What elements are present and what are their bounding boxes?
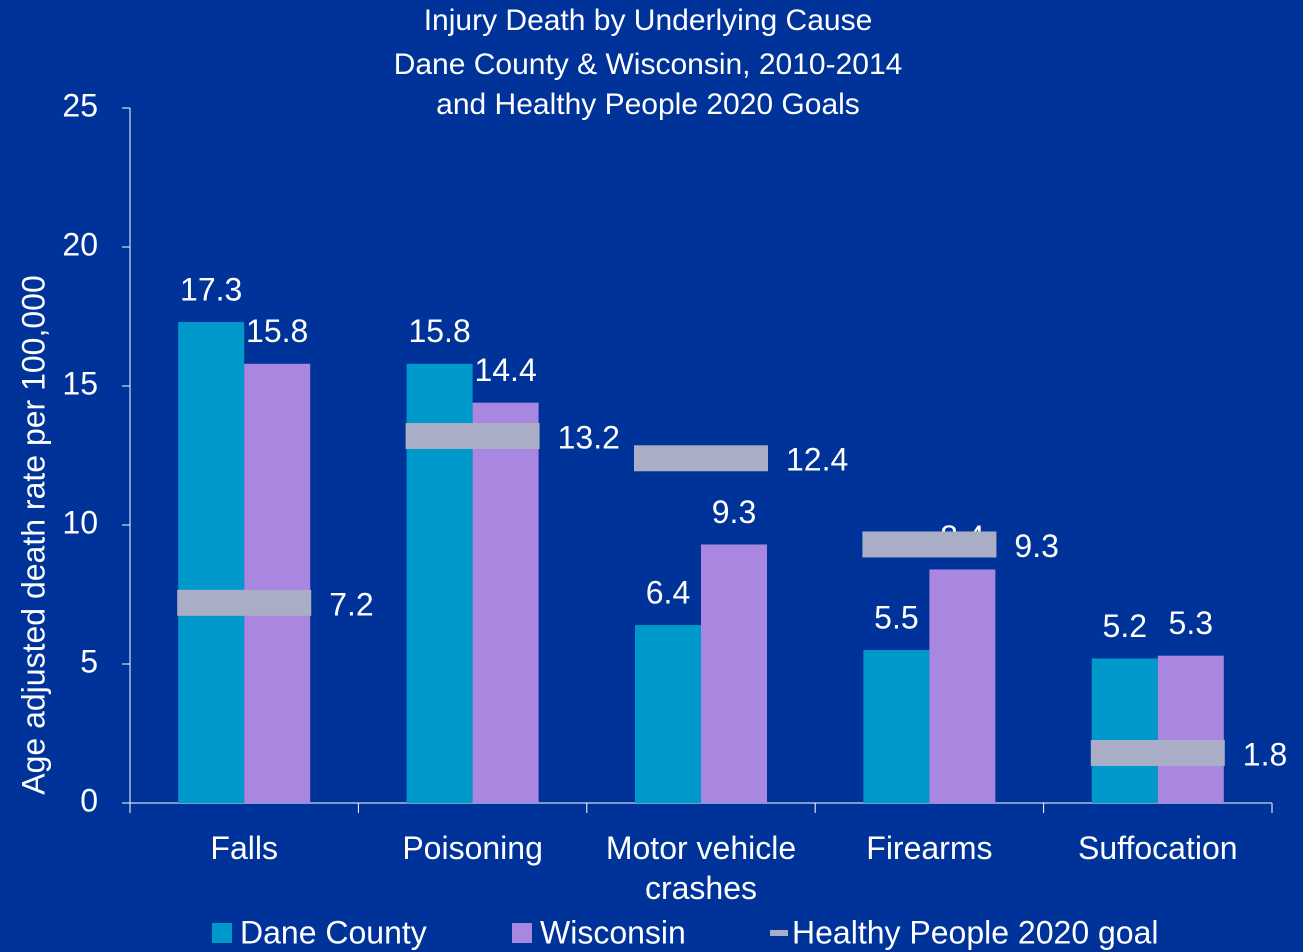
data-label: 9.3 — [1014, 528, 1058, 564]
data-label: 5.3 — [1169, 605, 1213, 641]
data-label: 15.8 — [246, 313, 308, 349]
data-label: 5.2 — [1103, 608, 1147, 644]
bar — [244, 363, 311, 803]
bar — [863, 650, 930, 803]
y-tick-label: 20 — [62, 226, 98, 262]
legend-swatch — [770, 930, 788, 936]
goal-marker — [1090, 739, 1225, 766]
y-tick-label: 15 — [62, 365, 98, 401]
legend-swatch — [512, 923, 532, 943]
x-tick-label: Motor vehicle crashes — [605, 830, 797, 906]
y-tick-label: 5 — [80, 643, 98, 679]
goal-marker — [405, 423, 540, 450]
data-label: 1.8 — [1243, 736, 1287, 772]
x-tick-label: Falls — [210, 830, 278, 866]
y-axis-label: Age adjusted death rate per 100,000 — [15, 275, 51, 795]
legend-label: Dane County — [240, 914, 427, 950]
data-label: 12.4 — [786, 442, 848, 478]
data-label: 13.2 — [558, 419, 620, 455]
goal-marker — [634, 445, 768, 472]
data-label: 6.4 — [646, 575, 690, 611]
bar — [929, 569, 996, 803]
y-tick-label: 25 — [62, 87, 98, 123]
y-tick-label: 10 — [62, 504, 98, 540]
bar — [635, 625, 701, 803]
legend-swatch — [212, 923, 232, 943]
data-label: 14.4 — [474, 352, 536, 388]
goal-marker — [177, 589, 312, 616]
data-label: 5.5 — [874, 600, 918, 636]
x-tick-label: Suffocation — [1078, 830, 1238, 866]
legend-label: Healthy People 2020 goal — [792, 914, 1159, 950]
y-tick-label: 0 — [80, 782, 98, 818]
bar — [1157, 655, 1224, 803]
chart-title: Injury Death by Underlying Cause — [424, 4, 873, 37]
x-tick-label: Firearms — [866, 830, 993, 866]
goal-marker — [862, 531, 997, 558]
chart-title: and Healthy People 2020 Goals — [436, 88, 860, 121]
x-tick-label: Poisoning — [402, 830, 543, 866]
bar — [472, 402, 539, 803]
data-label: 15.8 — [408, 313, 470, 349]
legend-label: Wisconsin — [540, 914, 686, 950]
data-label: 17.3 — [180, 272, 242, 308]
chart-title: Dane County & Wisconsin, 2010-2014 — [394, 48, 903, 81]
bar — [178, 322, 245, 803]
data-label: 9.3 — [712, 494, 756, 530]
bar — [1091, 658, 1158, 803]
data-label: 7.2 — [329, 586, 373, 622]
bar — [701, 544, 767, 803]
